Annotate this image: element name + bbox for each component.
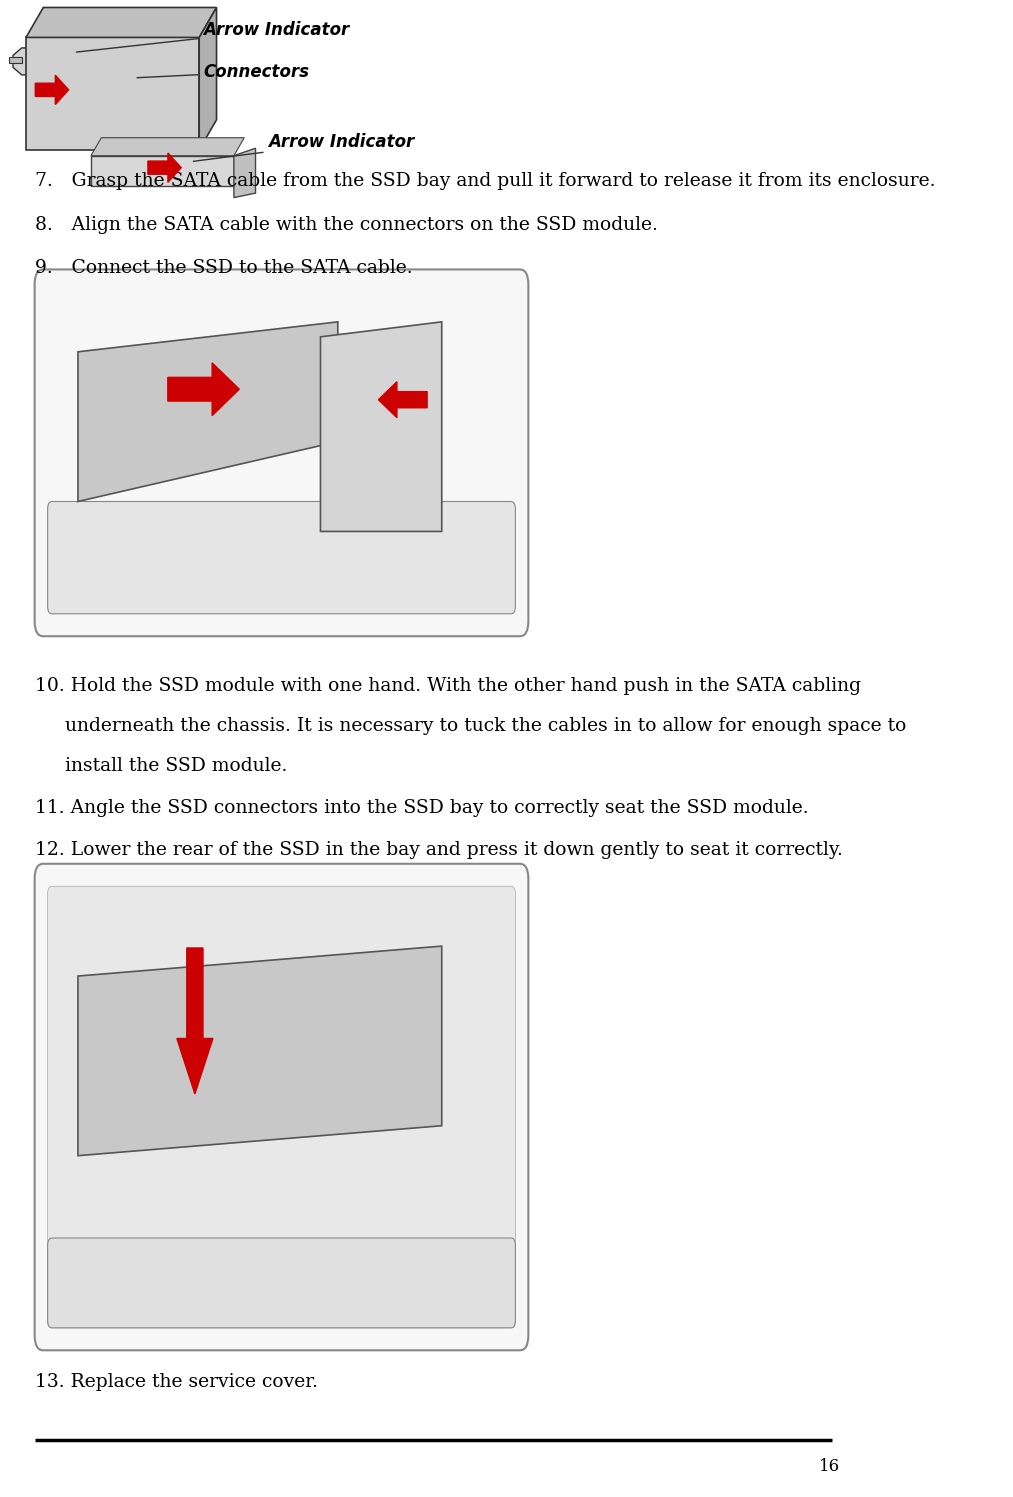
- Text: 16: 16: [820, 1458, 840, 1475]
- Polygon shape: [379, 382, 427, 418]
- Polygon shape: [9, 57, 21, 63]
- Polygon shape: [78, 946, 442, 1156]
- Text: 12. Lower the rear of the SSD in the bay and press it down gently to seat it cor: 12. Lower the rear of the SSD in the bay…: [34, 841, 843, 859]
- Text: underneath the chassis. It is necessary to tuck the cables in to allow for enoug: underneath the chassis. It is necessary …: [65, 717, 907, 735]
- Polygon shape: [13, 48, 99, 75]
- Polygon shape: [148, 153, 181, 183]
- Text: 13. Replace the service cover.: 13. Replace the service cover.: [34, 1373, 318, 1391]
- Polygon shape: [177, 948, 213, 1094]
- Polygon shape: [78, 322, 337, 501]
- Polygon shape: [91, 156, 234, 186]
- Text: 11. Angle the SSD connectors into the SSD bay to correctly seat the SSD module.: 11. Angle the SSD connectors into the SS…: [34, 799, 808, 817]
- Text: 10. Hold the SSD module with one hand. With the other hand push in the SATA cabl: 10. Hold the SSD module with one hand. W…: [34, 677, 861, 695]
- Text: 9. Connect the SSD to the SATA cable.: 9. Connect the SSD to the SATA cable.: [34, 259, 412, 277]
- FancyBboxPatch shape: [48, 501, 516, 614]
- FancyBboxPatch shape: [48, 1238, 516, 1328]
- Polygon shape: [234, 148, 255, 198]
- Text: Arrow Indicator: Arrow Indicator: [193, 133, 414, 162]
- FancyBboxPatch shape: [34, 269, 529, 636]
- Polygon shape: [91, 138, 244, 156]
- Text: 8. Align the SATA cable with the connectors on the SSD module.: 8. Align the SATA cable with the connect…: [34, 216, 657, 234]
- Polygon shape: [26, 37, 200, 150]
- FancyBboxPatch shape: [48, 886, 516, 1328]
- Polygon shape: [35, 75, 69, 105]
- Polygon shape: [168, 362, 239, 416]
- Polygon shape: [320, 322, 442, 531]
- Text: 7. Grasp the SATA cable from the SSD bay and pull it forward to release it from : 7. Grasp the SATA cable from the SSD bay…: [34, 172, 935, 190]
- Polygon shape: [200, 7, 217, 150]
- Text: Arrow Indicator: Arrow Indicator: [76, 21, 349, 52]
- Text: install the SSD module.: install the SSD module.: [65, 757, 288, 775]
- Text: Connectors: Connectors: [137, 63, 310, 81]
- Polygon shape: [26, 7, 217, 37]
- FancyBboxPatch shape: [34, 864, 529, 1350]
